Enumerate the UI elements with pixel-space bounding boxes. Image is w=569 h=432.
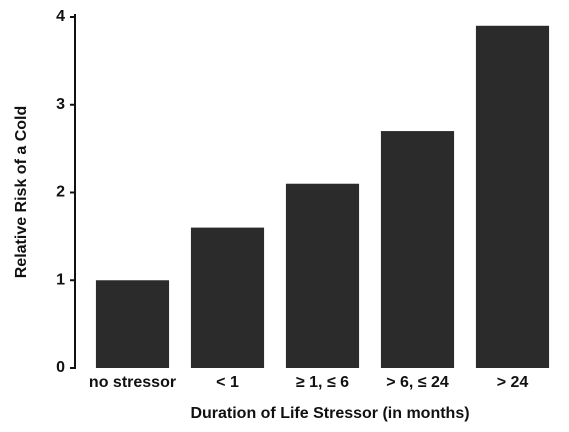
x-tick-label: ≥ 1, ≤ 6 bbox=[296, 374, 349, 391]
y-tick-label: 3 bbox=[56, 96, 65, 113]
bar bbox=[380, 131, 455, 368]
y-tick-label: 4 bbox=[56, 8, 65, 25]
bar bbox=[95, 280, 170, 368]
bar bbox=[285, 183, 360, 368]
y-tick-label: 2 bbox=[56, 184, 65, 201]
x-tick-label: no stressor bbox=[89, 374, 176, 391]
bar bbox=[475, 25, 550, 369]
y-tick-label: 0 bbox=[56, 359, 65, 376]
x-tick-label: < 1 bbox=[216, 374, 239, 391]
y-axis-label: Relative Risk of a Cold bbox=[13, 106, 30, 279]
x-tick-label: > 24 bbox=[497, 374, 529, 391]
bar bbox=[190, 227, 265, 368]
x-axis-label: Duration of Life Stressor (in months) bbox=[190, 405, 469, 422]
y-tick-label: 1 bbox=[56, 271, 65, 288]
x-tick-label: > 6, ≤ 24 bbox=[386, 374, 449, 391]
